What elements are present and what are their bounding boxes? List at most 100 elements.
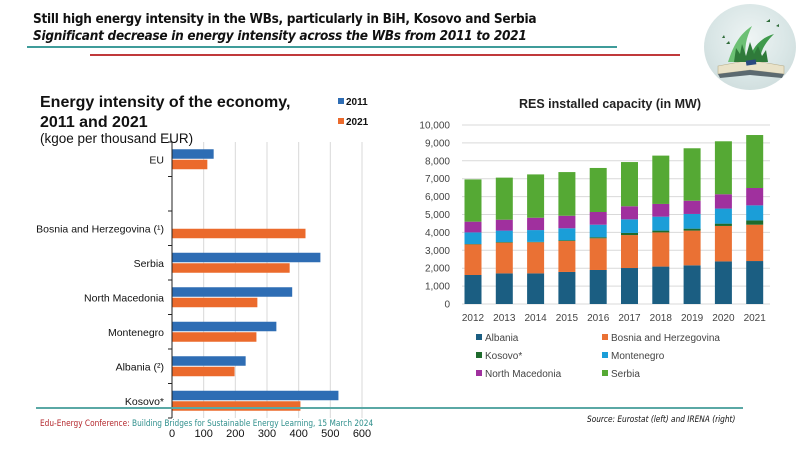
stacked-segment-north-macedonia: [465, 222, 482, 233]
legend-label-2011: 2011: [346, 97, 368, 108]
stacked-segment-serbia: [746, 135, 763, 188]
left-bar-2011: [173, 287, 293, 297]
right-x-tick-label: 2018: [650, 313, 673, 324]
legend-label-north-macedonia: North Macedonia: [485, 369, 562, 380]
teal-rule-divider: [27, 46, 617, 48]
stacked-segment-kosovo-: [684, 229, 701, 231]
stacked-segment-kosovo-: [652, 231, 669, 233]
conference-name: Edu-Energy Conference:: [40, 419, 130, 429]
legend-label-2021: 2021: [346, 117, 369, 128]
stacked-segment-albania: [684, 265, 701, 304]
right-y-tick-label: 6,000: [425, 192, 450, 203]
left-category-label: North Macedonia: [84, 292, 164, 304]
stacked-segment-serbia: [652, 156, 669, 204]
stacked-segment-serbia: [621, 162, 638, 206]
left-x-tick-label: 600: [353, 428, 371, 440]
right-chart-title: RES installed capacity (in MW): [519, 97, 701, 111]
left-bar-2021: [173, 401, 301, 411]
left-category-label: Kosovo*: [125, 396, 164, 408]
slide-headline: Still high energy intensity in the WBs, …: [33, 12, 536, 27]
stacked-segment-north-macedonia: [715, 194, 732, 208]
book-plants-logo-icon: [704, 4, 796, 90]
right-y-tick-label: 4,000: [425, 228, 450, 239]
legend-swatch-2021: [338, 118, 344, 124]
legend-swatch-serbia: [602, 370, 608, 376]
stacked-segment-bosnia-and-herzegovina: [684, 231, 701, 266]
left-x-tick-label: 0: [169, 428, 175, 440]
right-y-tick-label: 1,000: [425, 282, 450, 293]
energy-intensity-chart: Energy intensity of the economy, 2011 an…: [0, 85, 400, 455]
left-chart-legend: 2011 2021: [338, 97, 369, 128]
stacked-segment-montenegro: [496, 231, 513, 242]
legend-swatch-2011: [338, 98, 344, 104]
legend-swatch-north-macedonia: [476, 370, 482, 376]
stacked-segment-albania: [465, 275, 482, 304]
stacked-segment-north-macedonia: [746, 188, 763, 205]
right-x-tick-label: 2012: [462, 313, 485, 324]
left-bar-2011: [173, 149, 214, 159]
stacked-segment-kosovo-: [558, 240, 575, 241]
left-x-tick-label: 500: [321, 428, 339, 440]
legend-swatch-kosovo-: [476, 352, 482, 358]
left-x-tick-label: 400: [289, 428, 307, 440]
stacked-segment-montenegro: [558, 228, 575, 240]
stacked-segment-bosnia-and-herzegovina: [715, 226, 732, 261]
left-bar-2011: [173, 356, 246, 366]
stacked-segment-montenegro: [621, 219, 638, 233]
stacked-segment-montenegro: [652, 217, 669, 231]
right-x-tick-label: 2021: [744, 313, 767, 324]
stacked-segment-bosnia-and-herzegovina: [746, 225, 763, 261]
stacked-segment-albania: [652, 267, 669, 304]
right-x-tick-label: 2020: [712, 313, 735, 324]
left-category-label: Montenegro: [108, 327, 164, 339]
right-x-tick-label: 2014: [524, 313, 547, 324]
stacked-segment-albania: [590, 270, 607, 304]
right-y-tick-label: 9,000: [425, 138, 450, 149]
legend-label-montenegro: Montenegro: [611, 351, 665, 362]
right-y-tick-label: 3,000: [425, 246, 450, 257]
left-x-tick-label: 200: [226, 428, 244, 440]
stacked-segment-bosnia-and-herzegovina: [652, 232, 669, 266]
res-capacity-chart: RES installed capacity (in MW) 01,0002,0…: [410, 90, 790, 390]
left-bar-2011: [173, 322, 277, 332]
stacked-segment-bosnia-and-herzegovina: [558, 241, 575, 272]
legend-swatch-albania: [476, 334, 482, 340]
right-x-tick-label: 2016: [587, 313, 610, 324]
left-bar-2021: [173, 332, 257, 342]
legend-label-bosnia-and-herzegovina: Bosnia and Herzegovina: [611, 333, 720, 344]
stacked-segment-north-macedonia: [621, 206, 638, 219]
left-bar-2011: [173, 391, 339, 401]
stacked-segment-kosovo-: [496, 242, 513, 243]
legend-swatch-bosnia-and-herzegovina: [602, 334, 608, 340]
left-chart-subtitle: (kgoe per thousand EUR): [40, 131, 193, 146]
stacked-segment-north-macedonia: [590, 212, 607, 225]
right-x-tick-label: 2019: [681, 313, 704, 324]
stacked-segment-montenegro: [684, 214, 701, 229]
stacked-segment-montenegro: [590, 225, 607, 238]
stacked-segment-montenegro: [715, 209, 732, 224]
right-x-tick-label: 2015: [556, 313, 579, 324]
footer-divider: [36, 407, 743, 409]
stacked-segment-serbia: [496, 178, 513, 220]
stacked-segment-montenegro: [746, 205, 763, 220]
stacked-segment-albania: [715, 261, 732, 304]
stacked-segment-montenegro: [465, 232, 482, 244]
stacked-segment-albania: [527, 273, 544, 304]
stacked-segment-north-macedonia: [496, 220, 513, 231]
right-x-tick-label: 2017: [618, 313, 641, 324]
right-y-tick-label: 2,000: [425, 264, 450, 275]
left-bar-2021: [173, 229, 306, 239]
left-chart-title-line1: Energy intensity of the economy,: [40, 94, 290, 111]
stacked-segment-serbia: [527, 174, 544, 217]
stacked-segment-montenegro: [527, 230, 544, 242]
stacked-segment-kosovo-: [746, 220, 763, 224]
left-category-label: EU: [149, 154, 164, 166]
stacked-segment-serbia: [558, 172, 575, 216]
right-y-tick-label: 10,000: [419, 121, 450, 132]
left-category-label: Bosnia and Herzegovina (¹): [36, 223, 164, 235]
left-bar-2021: [173, 263, 290, 273]
legend-label-kosovo-: Kosovo*: [485, 351, 522, 362]
stacked-segment-albania: [746, 261, 763, 304]
slide-subheadline: Significant decrease in energy intensity…: [33, 29, 526, 44]
stacked-segment-bosnia-and-herzegovina: [527, 242, 544, 273]
